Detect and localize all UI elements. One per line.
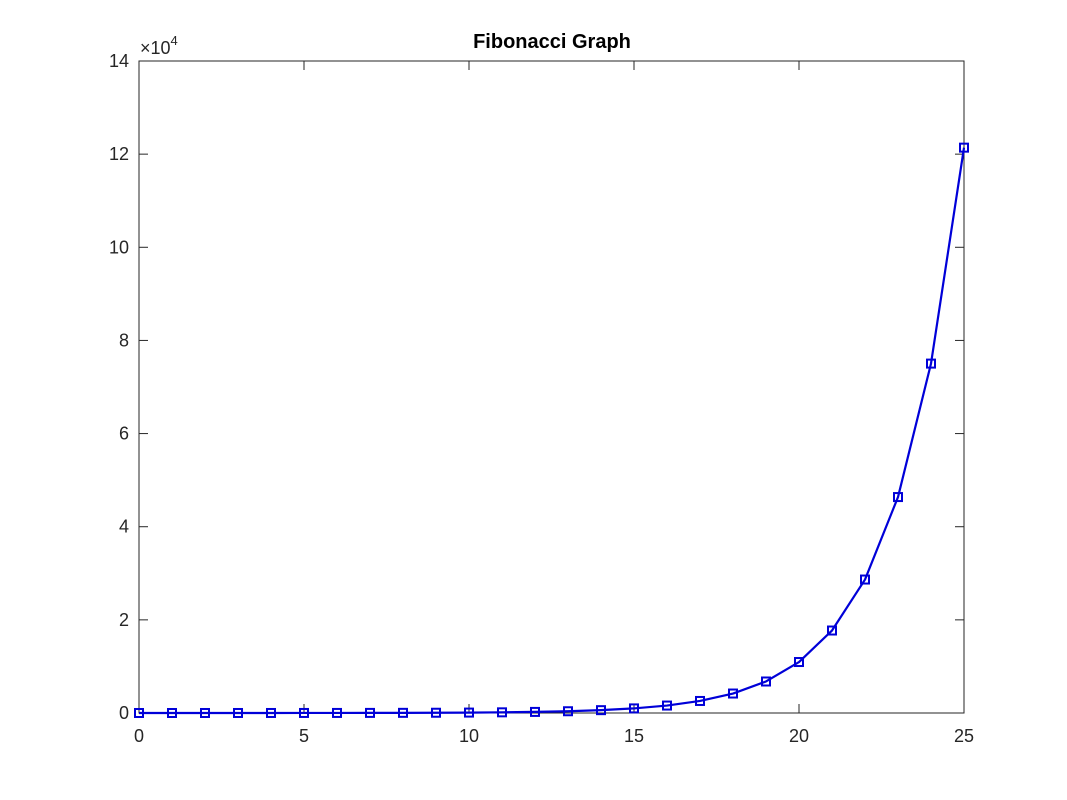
series-group [134, 142, 969, 718]
data-point-marker [431, 707, 441, 718]
tick-labels: 0 5 10 15 20 25 0 2 4 6 8 10 12 14 [109, 51, 974, 746]
data-point-marker [761, 676, 771, 687]
data-point-marker [695, 695, 705, 706]
data-point-marker [332, 707, 342, 718]
y-tick-label: 14 [109, 51, 129, 71]
data-point-marker [563, 706, 573, 717]
data-point-marker [794, 657, 804, 668]
data-point-marker [365, 707, 375, 718]
x-tick-label: 5 [299, 726, 309, 746]
y-tick-label: 6 [119, 424, 129, 444]
axis-ticks [138, 60, 965, 714]
x-tick-label: 15 [624, 726, 644, 746]
data-point-marker [398, 707, 408, 718]
y-tick-label: 0 [119, 703, 129, 723]
data-point-marker [893, 492, 903, 503]
data-point-marker [728, 688, 738, 699]
data-point-marker [134, 707, 144, 718]
data-point-marker [464, 707, 474, 718]
x-tick-label: 10 [459, 726, 479, 746]
y-multiplier-exponent: 4 [171, 33, 178, 48]
data-point-marker [662, 700, 672, 711]
data-point-marker [200, 707, 210, 718]
data-point-marker [827, 625, 837, 636]
series-line [139, 147, 966, 715]
data-point-marker [299, 707, 309, 718]
chart-title: Fibonacci Graph [473, 31, 631, 53]
x-tick-label: 0 [134, 726, 144, 746]
x-tick-label: 25 [954, 726, 974, 746]
data-point-marker [266, 707, 276, 718]
y-axis-multiplier: ×104 [140, 33, 178, 58]
data-point-marker [926, 358, 936, 369]
axes-frame [138, 60, 965, 714]
data-point-marker [233, 707, 243, 718]
data-point-marker [860, 574, 870, 585]
data-point-marker [530, 706, 540, 717]
y-tick-label: 8 [119, 330, 129, 350]
y-tick-label: 12 [109, 144, 129, 164]
data-point-marker [167, 707, 177, 718]
data-point-marker [497, 707, 507, 718]
y-tick-label: 2 [119, 610, 129, 630]
y-tick-label: 4 [119, 517, 129, 537]
y-multiplier-base: 10 [151, 38, 171, 58]
x-tick-label: 20 [789, 726, 809, 746]
data-point-marker [629, 703, 639, 714]
y-multiplier-prefix: × [140, 38, 151, 58]
y-tick-label: 10 [109, 237, 129, 257]
axes-box [138, 60, 965, 714]
data-point-marker [596, 705, 606, 716]
data-point-marker [959, 142, 969, 153]
